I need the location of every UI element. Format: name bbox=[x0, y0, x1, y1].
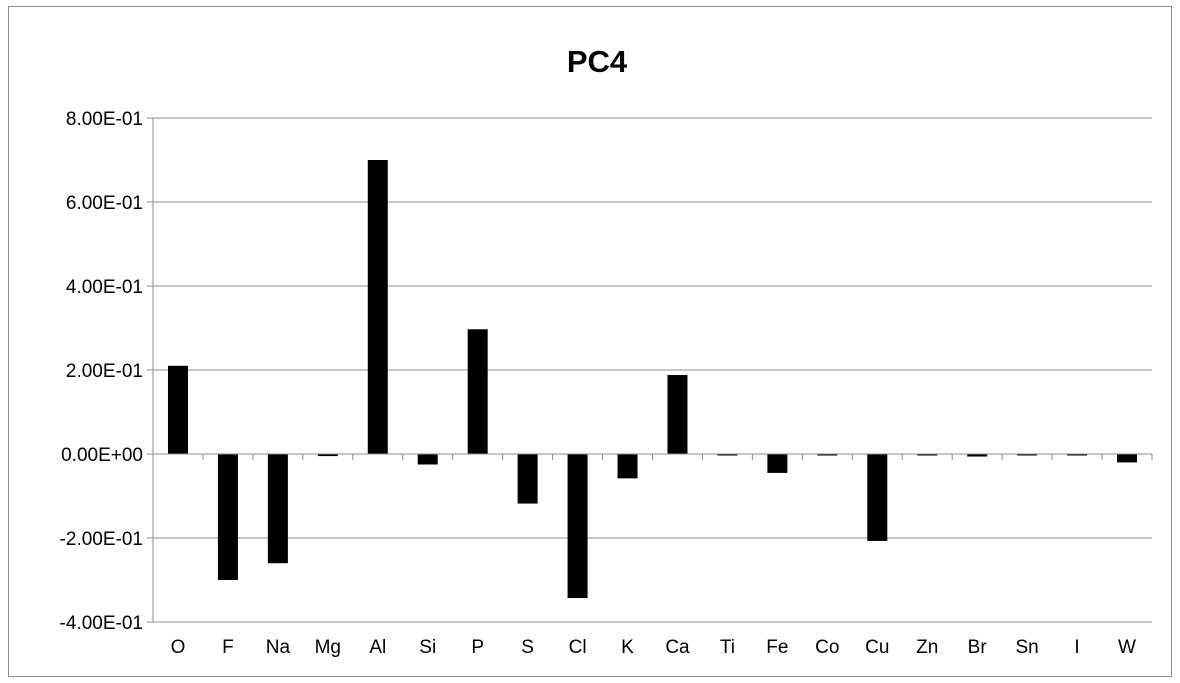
x-tick-label: P bbox=[471, 637, 484, 658]
bar-cl bbox=[567, 454, 588, 599]
x-tick-label: O bbox=[171, 637, 186, 658]
y-tick-label: -4.00E-01 bbox=[60, 613, 143, 634]
x-tick-label: I bbox=[1074, 637, 1079, 658]
x-tick-label: Zn bbox=[916, 637, 938, 658]
x-tick-label: K bbox=[621, 637, 634, 658]
y-axis-ticks: -4.00E-01 -2.00E-01 0.00E+00 2.00E-01 4.00E-… bbox=[60, 109, 153, 634]
x-tick-label: Co bbox=[815, 637, 839, 658]
x-tick-label: F bbox=[222, 637, 234, 658]
x-tick-label: Si bbox=[419, 637, 436, 658]
bar-si bbox=[417, 454, 438, 465]
y-tick-label: -2.00E-01 bbox=[60, 529, 143, 550]
y-tick-label: 2.00E-01 bbox=[66, 361, 143, 382]
x-tick-label: Ca bbox=[665, 637, 690, 658]
x-tick-label: Sn bbox=[1016, 637, 1039, 658]
y-tick-label: 4.00E-01 bbox=[66, 277, 143, 298]
bar-s bbox=[517, 454, 538, 504]
bar-cu bbox=[867, 454, 888, 541]
bar-k bbox=[617, 454, 638, 479]
x-tick-label: Al bbox=[369, 637, 386, 658]
chart-title: PC4 bbox=[567, 44, 628, 79]
bar-zn bbox=[917, 454, 938, 456]
bar-na bbox=[267, 454, 288, 564]
bar-mg bbox=[317, 454, 338, 457]
bar-w bbox=[1117, 454, 1138, 463]
bar-i bbox=[1067, 454, 1088, 456]
x-tick-label: S bbox=[521, 637, 534, 658]
x-tick-label: Cu bbox=[865, 637, 889, 658]
x-tick-label: W bbox=[1118, 637, 1136, 658]
x-tick-label: Mg bbox=[315, 637, 341, 658]
x-axis-ticks: O F Na Mg Al Si P S Cl K Ca Ti Fe Co Cu Zn Br Sn I W bbox=[152, 454, 1153, 658]
bar-fe bbox=[767, 454, 788, 473]
x-tick-label: Fe bbox=[766, 637, 788, 658]
x-tick-label: Cl bbox=[569, 637, 587, 658]
y-tick-label: 6.00E-01 bbox=[66, 193, 143, 214]
x-tick-label: Na bbox=[266, 637, 291, 658]
bar-co bbox=[817, 454, 838, 456]
bar-ca bbox=[667, 375, 688, 454]
bar-p bbox=[467, 329, 488, 454]
bar-al bbox=[367, 160, 388, 454]
bar-o bbox=[167, 365, 188, 454]
x-tick-label: Ti bbox=[720, 637, 735, 658]
bar-sn bbox=[1017, 454, 1038, 456]
y-tick-label: 8.00E-01 bbox=[66, 109, 143, 130]
y-tick-label: 0.00E+00 bbox=[61, 445, 143, 466]
x-tick-label: Br bbox=[968, 637, 988, 658]
gridlines bbox=[153, 117, 1152, 623]
bars bbox=[167, 160, 1138, 599]
bar-br bbox=[967, 454, 988, 457]
bar-f bbox=[217, 454, 238, 580]
bar-ti bbox=[717, 454, 738, 456]
